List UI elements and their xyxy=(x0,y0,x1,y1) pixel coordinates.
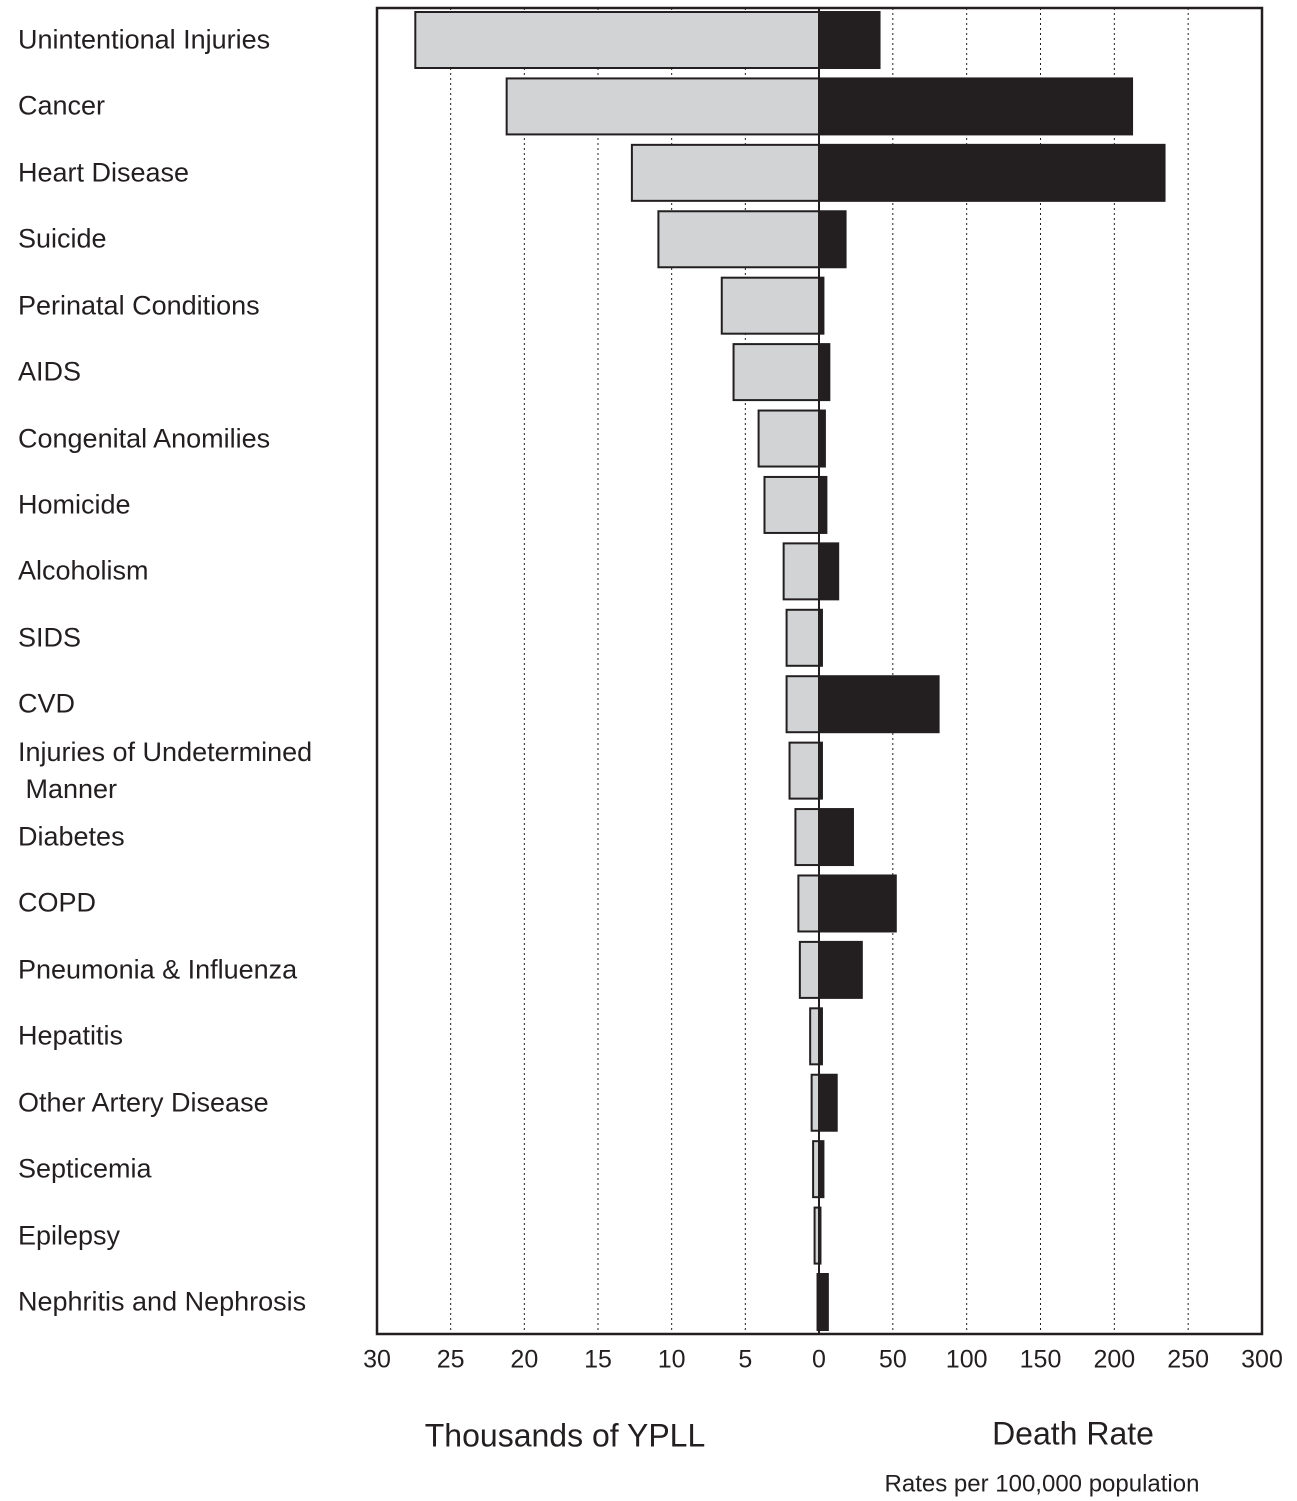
category-label: Diabetes xyxy=(18,821,125,852)
category-label: Homicide xyxy=(18,489,131,520)
category-label: AIDS xyxy=(18,356,82,387)
x-tick-label: 20 xyxy=(510,1346,538,1374)
bar xyxy=(818,143,1166,202)
bar xyxy=(818,77,1134,136)
x-axis-label: Thousands of YPLL xyxy=(425,1417,706,1453)
x-tick-label: 30 xyxy=(363,1346,391,1374)
x-tick-label: 200 xyxy=(1093,1346,1135,1374)
category-label: Nephritis and Nephrosis xyxy=(18,1286,307,1317)
bar xyxy=(818,808,854,867)
bar xyxy=(818,940,863,999)
x-tick-label: 15 xyxy=(584,1346,612,1374)
x-tick-label: 300 xyxy=(1241,1346,1283,1374)
bar xyxy=(818,874,897,933)
x-tick-label: 25 xyxy=(437,1346,465,1374)
bar xyxy=(818,675,940,734)
category-label: Pneumonia & Influenza xyxy=(18,954,298,985)
bar xyxy=(785,675,821,734)
category-label: Hepatitis xyxy=(18,1020,124,1051)
category-label: Congenital Anomilies xyxy=(18,423,271,454)
bar xyxy=(818,343,831,402)
plot-frame xyxy=(375,6,1264,1336)
bar xyxy=(782,542,821,601)
x-tick-label: 100 xyxy=(946,1346,988,1374)
bar xyxy=(788,741,820,800)
category-label: Septicemia xyxy=(18,1153,152,1184)
category-label: Cancer xyxy=(18,90,106,121)
category-label: Injuries of Undetermined Manner xyxy=(18,736,313,804)
bar xyxy=(818,475,828,534)
x-tick-label: 0 xyxy=(812,1346,826,1374)
bar xyxy=(797,874,821,933)
bar xyxy=(657,210,821,269)
category-label: Epilepsy xyxy=(18,1220,121,1251)
category-label: Unintentional Injuries xyxy=(18,24,271,55)
category-label: CVD xyxy=(18,688,76,719)
x-axis-label: Death Rate xyxy=(992,1415,1154,1451)
category-label: Suicide xyxy=(18,223,107,254)
bar xyxy=(818,210,847,269)
bar xyxy=(809,1007,820,1066)
category-label: Alcoholism xyxy=(18,555,149,586)
x-tick-label: 250 xyxy=(1167,1346,1209,1374)
category-label: SIDS xyxy=(18,622,82,653)
bar xyxy=(794,808,821,867)
bar xyxy=(505,77,820,136)
category-label: Perinatal Conditions xyxy=(18,290,260,321)
bar xyxy=(720,276,821,335)
bar xyxy=(818,542,840,601)
bar xyxy=(757,409,820,468)
category-label: COPD xyxy=(18,887,97,918)
bar xyxy=(630,143,820,202)
bar xyxy=(818,1073,838,1132)
bar xyxy=(732,343,821,402)
bar xyxy=(763,475,821,534)
category-label: Other Artery Disease xyxy=(18,1087,269,1118)
bar xyxy=(785,608,821,667)
bar xyxy=(414,11,820,69)
bar xyxy=(818,11,881,69)
category-label: Heart Disease xyxy=(18,157,190,188)
bar xyxy=(818,1273,829,1331)
x-tick-label: 50 xyxy=(879,1346,907,1374)
bar xyxy=(798,940,821,999)
axis-note: Rates per 100,000 population xyxy=(885,1470,1200,1497)
x-tick-label: 5 xyxy=(738,1346,752,1374)
bar xyxy=(810,1073,821,1132)
x-tick-label: 10 xyxy=(658,1346,686,1374)
x-tick-label: 150 xyxy=(1020,1346,1062,1374)
